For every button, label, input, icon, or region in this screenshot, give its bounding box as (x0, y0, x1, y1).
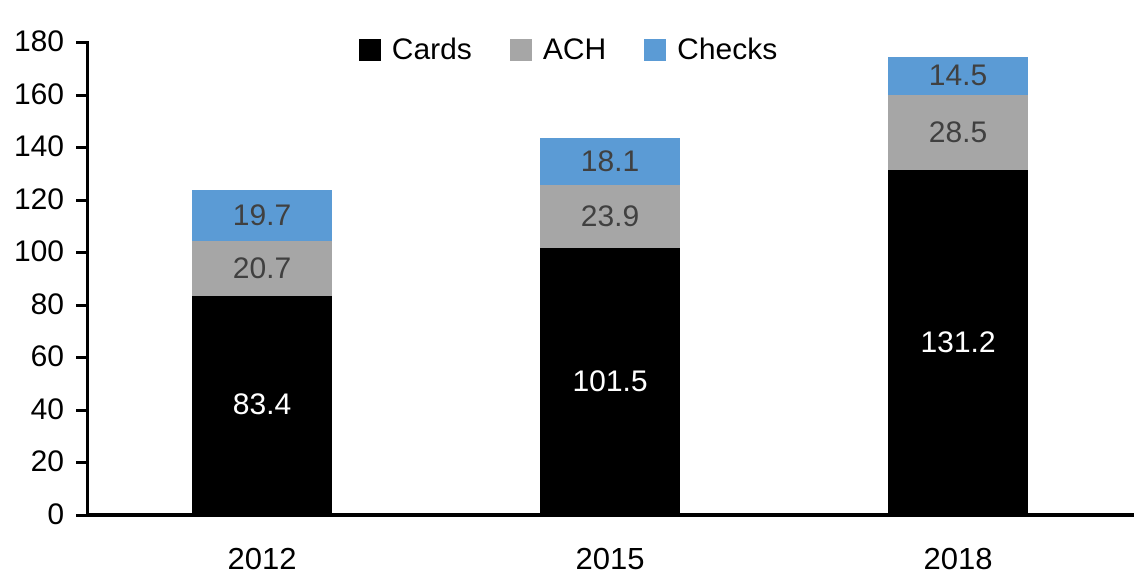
y-tick-label: 40 (30, 392, 64, 426)
value-label: 101.5 (572, 364, 648, 398)
y-tick-label: 0 (47, 498, 64, 531)
value-label: 83.4 (232, 388, 292, 422)
x-category-label-2015: 2015 (575, 541, 645, 576)
legend-item-cards: Cards (358, 33, 472, 67)
y-tick-label: 60 (30, 340, 64, 374)
y-tick-label: 100 (13, 235, 64, 269)
legend-label-checks: Checks (677, 33, 778, 66)
y-axis-line (86, 41, 89, 517)
legend-item-ach: ACH (509, 33, 607, 67)
x-axis-line (86, 513, 1134, 517)
y-tick-mark (76, 146, 87, 150)
value-label: 20.7 (232, 251, 292, 285)
legend-item-checks: Checks (644, 33, 777, 67)
legend-swatch-cards (358, 39, 381, 61)
value-label: 14.5 (928, 59, 988, 93)
legend-swatch-checks (644, 39, 667, 61)
y-tick-mark (76, 41, 87, 44)
value-label: 18.1 (580, 144, 640, 178)
legend-swatch-ach (509, 39, 532, 61)
y-tick-label: 20 (30, 445, 64, 479)
y-tick-mark (76, 408, 87, 412)
bar-segment-checks-2015: 18.1 (540, 137, 680, 186)
value-label: 28.5 (928, 115, 988, 149)
y-tick-mark (76, 356, 87, 360)
bar-segment-cards-2012: 83.4 (192, 295, 332, 515)
y-tick-label: 140 (13, 130, 64, 164)
legend-label-cards: Cards (391, 33, 472, 66)
x-category-label-2018: 2018 (923, 541, 993, 576)
bar-segment-cards-2018: 131.2 (888, 170, 1028, 515)
bar-segment-ach-2018: 28.5 (888, 95, 1028, 171)
bar-segment-checks-2012: 19.7 (192, 189, 332, 242)
bar-segment-ach-2012: 20.7 (192, 241, 332, 296)
y-tick-label: 80 (30, 287, 64, 321)
y-tick-mark (76, 514, 87, 517)
value-label: 23.9 (580, 199, 640, 233)
bar-segment-ach-2015: 23.9 (540, 185, 680, 249)
y-tick-label: 120 (13, 182, 64, 216)
y-tick-mark (76, 303, 87, 307)
x-category-label-2012: 2012 (227, 541, 297, 576)
bar-segment-checks-2018: 14.5 (888, 57, 1028, 96)
y-tick-mark (76, 461, 87, 465)
y-tick-mark (76, 251, 87, 255)
value-label: 131.2 (920, 325, 996, 359)
value-label: 19.7 (232, 198, 292, 232)
legend-label-ach: ACH (542, 33, 607, 66)
bar-segment-cards-2015: 101.5 (540, 248, 680, 515)
y-tick-label: 160 (13, 77, 64, 111)
y-tick-mark (76, 198, 87, 202)
y-tick-mark (76, 93, 87, 97)
y-tick-label: 180 (13, 25, 64, 58)
